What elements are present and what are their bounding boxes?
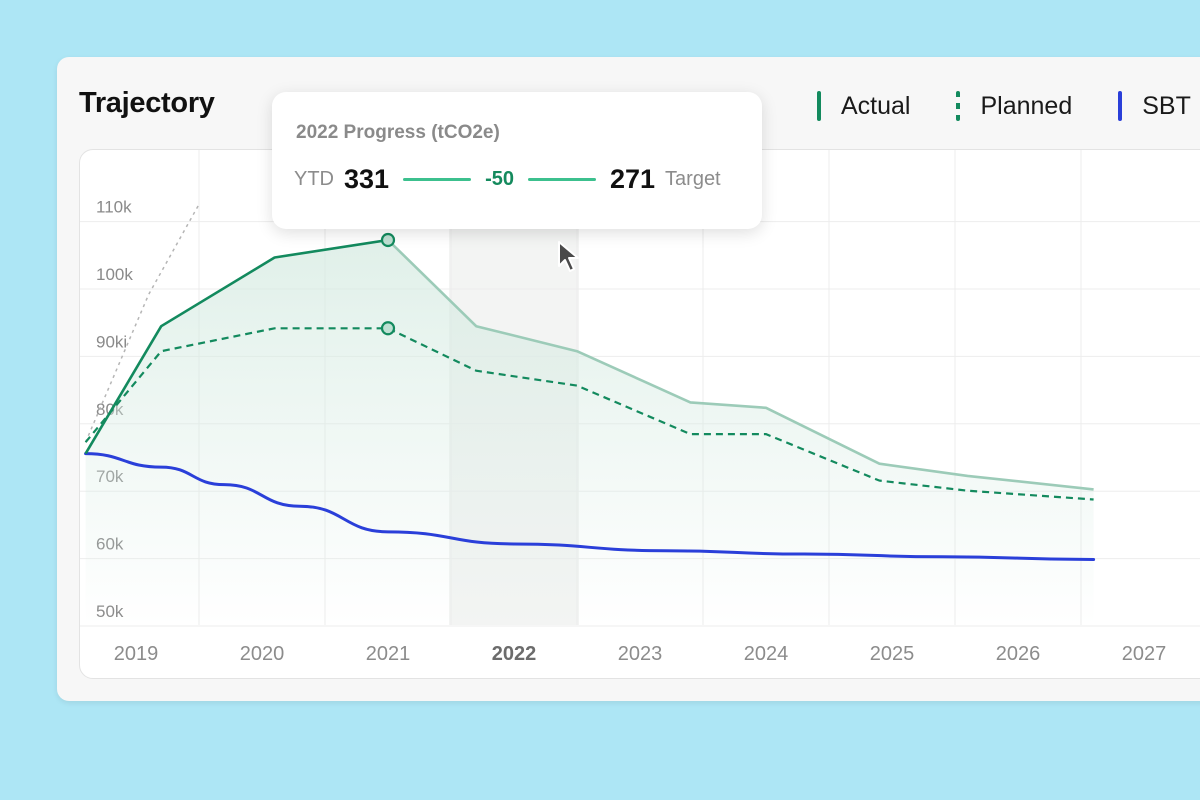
tooltip-ytd-label: YTD: [294, 168, 334, 190]
legend-swatch-planned: [956, 91, 961, 121]
tooltip-title: 2022 Progress (tCO2e): [296, 122, 500, 143]
tooltip-target-value: 271: [609, 164, 656, 194]
legend-item-planned[interactable]: Planned: [956, 91, 1072, 121]
y-tick-label: 90ki: [96, 332, 127, 351]
x-tick-label: 2025: [870, 643, 915, 665]
x-tick-label: 2023: [618, 643, 663, 665]
tooltip-row: YTD 331 -50 271 Target: [294, 164, 721, 195]
trajectory-chart[interactable]: 50k60k70k80k90ki100k110k2019202020212022…: [80, 150, 1200, 678]
legend-swatch-actual: [817, 91, 821, 121]
tooltip-target-label: Target: [665, 168, 721, 190]
tooltip-connector-right: [527, 178, 596, 181]
legend-item-sbt[interactable]: SBT: [1118, 91, 1191, 121]
tooltip-ytd-value: 331: [344, 164, 390, 194]
x-tick-label: 2027: [1122, 643, 1167, 665]
planned-line: [84, 327, 1094, 501]
x-tick-label: 2019: [114, 643, 159, 665]
actual-line-forecast: [387, 239, 1094, 491]
mouse-pointer-icon: [558, 241, 579, 272]
tooltip-diff-value: -50: [485, 168, 514, 190]
legend-swatch-sbt: [1118, 91, 1123, 121]
actual-point-marker: [380, 232, 396, 248]
actual-line: [84, 238, 389, 455]
legend-item-actual[interactable]: Actual: [817, 91, 910, 121]
x-tick-label: 2020: [240, 643, 285, 665]
tooltip-connector-left: [403, 178, 472, 181]
x-tick-label: 2022: [492, 643, 537, 665]
legend-label-sbt: SBT: [1142, 91, 1191, 120]
y-tick-label: 110k: [96, 198, 132, 217]
chart-plot-area[interactable]: 50k60k70k80k90ki100k110k2019202020212022…: [79, 149, 1200, 679]
actual-area-fill: [85, 240, 1094, 625]
progress-tooltip: 2022 Progress (tCO2e) YTD 331 -50 271 Ta…: [272, 92, 762, 229]
legend-label-planned: Planned: [980, 91, 1073, 120]
x-tick-label: 2021: [366, 643, 411, 665]
sbt-line: [84, 452, 1096, 561]
x-tick-label: 2024: [744, 643, 789, 665]
planned-point-marker: [380, 321, 396, 336]
x-tick-label: 2026: [996, 643, 1041, 665]
card-title: Trajectory: [79, 87, 215, 119]
y-tick-label: 100k: [96, 265, 133, 284]
legend-label-actual: Actual: [841, 91, 911, 120]
chart-legend: Actual Planned SBT: [817, 91, 1200, 121]
